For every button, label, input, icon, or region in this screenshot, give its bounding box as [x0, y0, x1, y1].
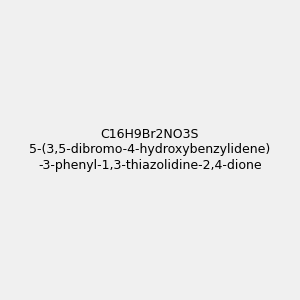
Text: C16H9Br2NO3S
5-(3,5-dibromo-4-hydroxybenzylidene)
-3-phenyl-1,3-thiazolidine-2,4: C16H9Br2NO3S 5-(3,5-dibromo-4-hydroxyben…: [29, 128, 271, 172]
